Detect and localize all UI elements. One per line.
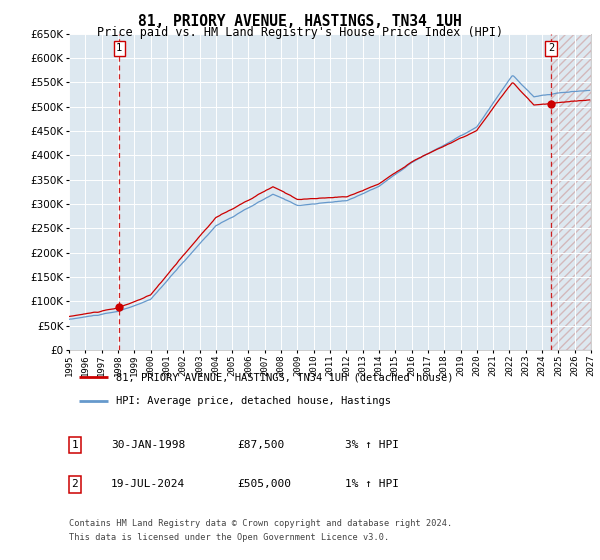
Text: 81, PRIORY AVENUE, HASTINGS, TN34 1UH: 81, PRIORY AVENUE, HASTINGS, TN34 1UH	[138, 14, 462, 29]
Text: 19-JUL-2024: 19-JUL-2024	[111, 479, 185, 489]
Text: This data is licensed under the Open Government Licence v3.0.: This data is licensed under the Open Gov…	[69, 533, 389, 542]
Text: 2: 2	[548, 43, 554, 53]
Text: Price paid vs. HM Land Registry's House Price Index (HPI): Price paid vs. HM Land Registry's House …	[97, 26, 503, 39]
Text: 3% ↑ HPI: 3% ↑ HPI	[345, 440, 399, 450]
Text: 30-JAN-1998: 30-JAN-1998	[111, 440, 185, 450]
Text: Contains HM Land Registry data © Crown copyright and database right 2024.: Contains HM Land Registry data © Crown c…	[69, 519, 452, 528]
Text: £87,500: £87,500	[237, 440, 284, 450]
Text: £505,000: £505,000	[237, 479, 291, 489]
Text: 81, PRIORY AVENUE, HASTINGS, TN34 1UH (detached house): 81, PRIORY AVENUE, HASTINGS, TN34 1UH (d…	[116, 372, 454, 382]
Text: 1: 1	[71, 440, 79, 450]
Text: HPI: Average price, detached house, Hastings: HPI: Average price, detached house, Hast…	[116, 396, 391, 406]
Text: 1% ↑ HPI: 1% ↑ HPI	[345, 479, 399, 489]
Text: 1: 1	[116, 43, 122, 53]
Text: 2: 2	[71, 479, 79, 489]
